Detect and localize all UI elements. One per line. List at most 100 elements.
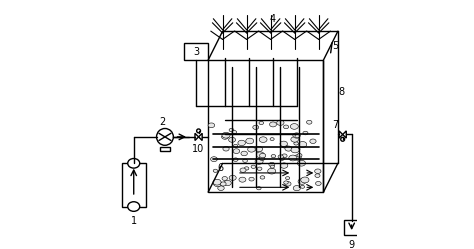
Ellipse shape bbox=[301, 185, 305, 188]
Ellipse shape bbox=[310, 139, 316, 143]
Ellipse shape bbox=[224, 181, 231, 186]
Ellipse shape bbox=[233, 149, 240, 154]
Ellipse shape bbox=[297, 160, 306, 166]
Ellipse shape bbox=[295, 135, 300, 138]
Ellipse shape bbox=[260, 176, 265, 179]
Ellipse shape bbox=[210, 157, 218, 162]
Ellipse shape bbox=[285, 182, 291, 186]
Bar bbox=[344, 220, 359, 235]
Ellipse shape bbox=[297, 154, 302, 157]
Polygon shape bbox=[339, 131, 343, 138]
Ellipse shape bbox=[233, 158, 238, 161]
Ellipse shape bbox=[268, 168, 276, 174]
Ellipse shape bbox=[270, 138, 274, 141]
Text: 1: 1 bbox=[131, 216, 137, 226]
Ellipse shape bbox=[278, 155, 283, 159]
Ellipse shape bbox=[285, 146, 292, 151]
Text: 10: 10 bbox=[192, 144, 205, 154]
Polygon shape bbox=[199, 133, 202, 140]
Ellipse shape bbox=[218, 186, 224, 190]
Ellipse shape bbox=[282, 144, 287, 148]
Ellipse shape bbox=[241, 151, 247, 156]
Ellipse shape bbox=[303, 131, 308, 135]
Text: 2: 2 bbox=[159, 118, 166, 127]
Ellipse shape bbox=[271, 155, 276, 158]
Ellipse shape bbox=[128, 159, 140, 168]
Ellipse shape bbox=[213, 179, 221, 185]
Ellipse shape bbox=[248, 147, 255, 152]
Ellipse shape bbox=[244, 167, 249, 170]
Ellipse shape bbox=[291, 147, 299, 153]
Circle shape bbox=[341, 137, 345, 141]
Ellipse shape bbox=[293, 186, 301, 191]
Bar bbox=[122, 163, 146, 206]
Ellipse shape bbox=[222, 132, 230, 138]
Ellipse shape bbox=[277, 120, 284, 125]
Ellipse shape bbox=[285, 177, 290, 180]
Text: 5: 5 bbox=[332, 41, 338, 51]
Text: 3: 3 bbox=[193, 47, 199, 57]
Text: 6: 6 bbox=[217, 163, 223, 173]
Ellipse shape bbox=[315, 169, 321, 174]
Ellipse shape bbox=[228, 137, 236, 142]
Ellipse shape bbox=[257, 167, 262, 170]
Circle shape bbox=[197, 129, 201, 133]
Ellipse shape bbox=[243, 159, 247, 162]
Ellipse shape bbox=[255, 159, 263, 164]
Ellipse shape bbox=[293, 133, 301, 138]
Polygon shape bbox=[195, 133, 199, 140]
Ellipse shape bbox=[222, 134, 228, 139]
Ellipse shape bbox=[246, 138, 254, 144]
Ellipse shape bbox=[299, 141, 307, 147]
Ellipse shape bbox=[291, 124, 298, 129]
Ellipse shape bbox=[269, 162, 275, 167]
Ellipse shape bbox=[294, 142, 298, 145]
Text: 9: 9 bbox=[348, 240, 355, 249]
Ellipse shape bbox=[289, 155, 297, 161]
Ellipse shape bbox=[259, 156, 265, 160]
Ellipse shape bbox=[259, 121, 264, 124]
Bar bbox=[208, 60, 323, 192]
Bar bbox=[160, 146, 170, 151]
Ellipse shape bbox=[284, 181, 288, 184]
Ellipse shape bbox=[251, 165, 255, 168]
Ellipse shape bbox=[220, 182, 226, 186]
Ellipse shape bbox=[229, 128, 234, 132]
Ellipse shape bbox=[259, 137, 267, 142]
Ellipse shape bbox=[238, 140, 246, 146]
Polygon shape bbox=[343, 131, 346, 138]
Ellipse shape bbox=[283, 125, 289, 129]
Ellipse shape bbox=[280, 163, 288, 168]
Ellipse shape bbox=[307, 120, 312, 124]
Ellipse shape bbox=[279, 157, 284, 161]
Circle shape bbox=[156, 128, 173, 145]
Ellipse shape bbox=[293, 155, 301, 160]
Ellipse shape bbox=[270, 122, 276, 127]
Ellipse shape bbox=[260, 153, 266, 158]
Ellipse shape bbox=[234, 144, 238, 147]
Ellipse shape bbox=[301, 177, 309, 183]
Ellipse shape bbox=[256, 152, 264, 158]
Ellipse shape bbox=[282, 154, 287, 158]
Ellipse shape bbox=[249, 177, 254, 181]
Ellipse shape bbox=[295, 147, 300, 151]
Ellipse shape bbox=[270, 165, 274, 168]
Bar bbox=[184, 43, 208, 60]
Ellipse shape bbox=[291, 137, 299, 142]
Ellipse shape bbox=[232, 130, 237, 134]
Ellipse shape bbox=[128, 202, 140, 211]
Ellipse shape bbox=[298, 179, 306, 184]
Ellipse shape bbox=[280, 141, 287, 146]
Ellipse shape bbox=[229, 175, 236, 180]
Ellipse shape bbox=[222, 177, 228, 181]
Ellipse shape bbox=[316, 182, 321, 186]
Ellipse shape bbox=[213, 169, 218, 172]
Text: 7: 7 bbox=[332, 120, 338, 130]
Ellipse shape bbox=[253, 125, 259, 129]
Ellipse shape bbox=[256, 187, 261, 190]
Ellipse shape bbox=[213, 181, 222, 187]
Text: 8: 8 bbox=[338, 87, 345, 97]
Ellipse shape bbox=[315, 174, 320, 178]
Ellipse shape bbox=[208, 123, 215, 128]
Text: 4: 4 bbox=[270, 14, 276, 24]
